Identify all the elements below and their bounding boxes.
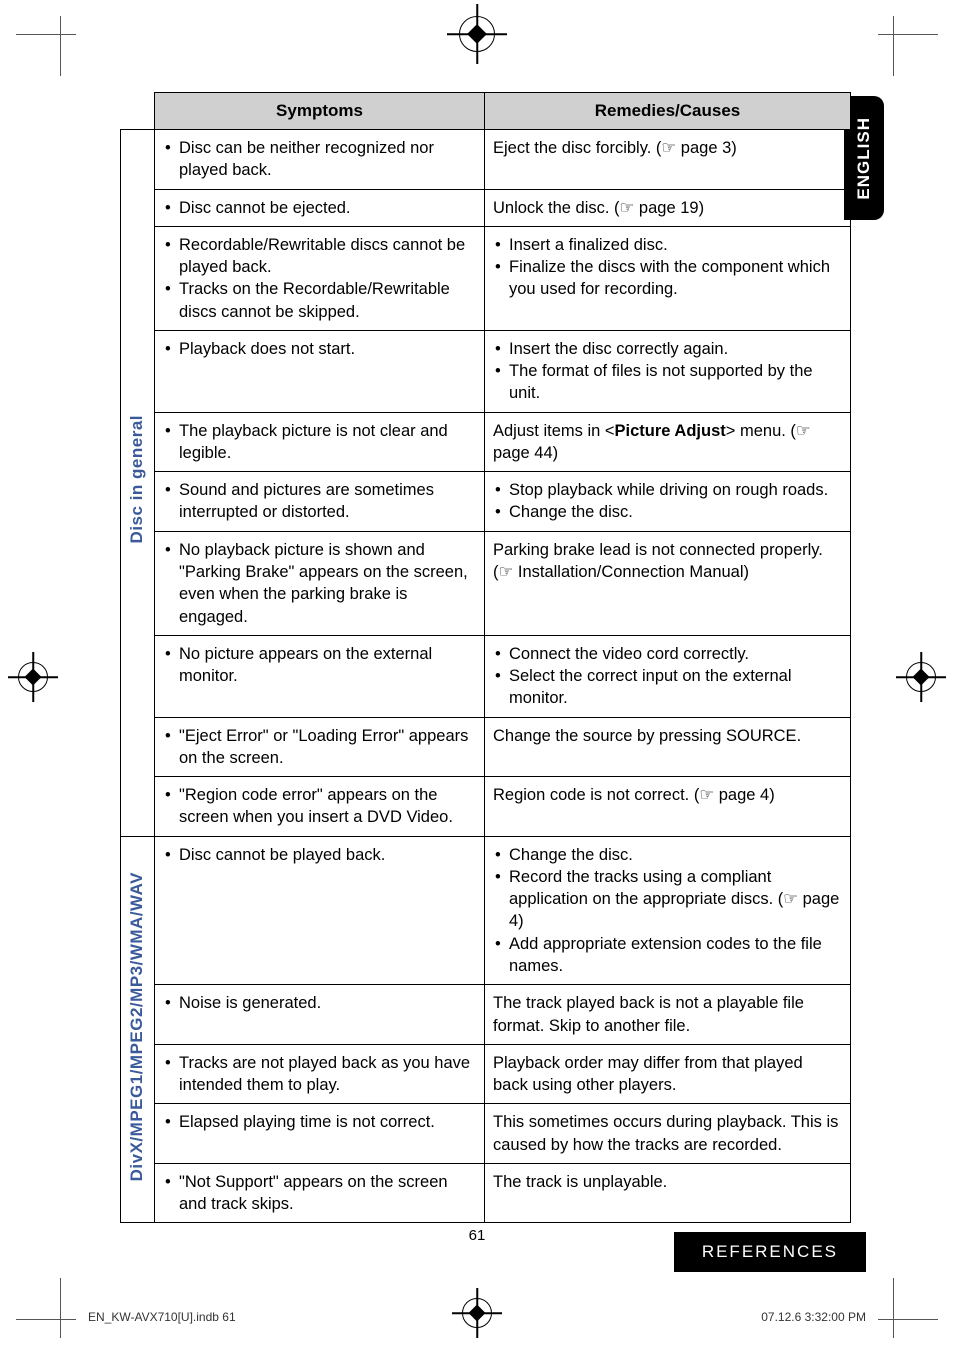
remedy-cell: Playback order may differ from that play… — [485, 1044, 851, 1104]
remedy-cell: Adjust items in <Picture Adjust> menu. (… — [485, 412, 851, 472]
table-row: No picture appears on the external monit… — [121, 635, 851, 717]
symptom-item: "Not Support" appears on the screen and … — [179, 1171, 474, 1216]
registration-mark-icon — [459, 16, 495, 52]
footer: EN_KW-AVX710[U].indb 61 07.12.6 3:32:00 … — [88, 1310, 866, 1324]
table-row: Sound and pictures are sometimes interru… — [121, 472, 851, 532]
remedy-item: Connect the video cord correctly. — [509, 643, 840, 665]
header-blank — [121, 93, 155, 130]
symptom-cell: No picture appears on the external monit… — [155, 635, 485, 717]
symptom-item: Tracks on the Recordable/Rewritable disc… — [179, 278, 474, 323]
remedy-item: Finalize the discs with the component wh… — [509, 256, 840, 301]
symptom-cell: "Not Support" appears on the screen and … — [155, 1163, 485, 1223]
remedy-cell: Eject the disc forcibly. (☞ page 3) — [485, 130, 851, 190]
symptom-cell: Recordable/Rewritable discs cannot be pl… — [155, 226, 485, 330]
table-row: "Not Support" appears on the screen and … — [121, 1163, 851, 1223]
language-tab-label: ENGLISH — [854, 117, 874, 200]
symptom-item: Disc cannot be ejected. — [179, 197, 474, 219]
page-number: 61 — [469, 1227, 486, 1244]
crop-mark — [878, 1319, 938, 1320]
content-area: Symptoms Remedies/Causes Disc in general… — [120, 92, 850, 1223]
category-label: Disc in general — [126, 415, 149, 543]
symptom-item: Disc cannot be played back. — [179, 844, 474, 866]
remedy-item: Select the correct input on the external… — [509, 665, 840, 710]
symptom-item: Recordable/Rewritable discs cannot be pl… — [179, 234, 474, 279]
remedy-item: Stop playback while driving on rough roa… — [509, 479, 840, 501]
symptom-cell: "Region code error" appears on the scree… — [155, 777, 485, 837]
remedy-cell: Connect the video cord correctly.Select … — [485, 635, 851, 717]
table-row: The playback picture is not clear and le… — [121, 412, 851, 472]
remedy-item: Change the disc. — [509, 501, 840, 523]
remedy-item: Insert the disc correctly again. — [509, 338, 840, 360]
symptom-cell: Disc can be neither recognized nor playe… — [155, 130, 485, 190]
symptom-item: Playback does not start. — [179, 338, 474, 360]
troubleshooting-table: Symptoms Remedies/Causes Disc in general… — [120, 92, 851, 1223]
symptom-cell: Playback does not start. — [155, 330, 485, 412]
symptom-item: "Region code error" appears on the scree… — [179, 784, 474, 829]
symptom-item: Tracks are not played back as you have i… — [179, 1052, 474, 1097]
symptom-item: "Eject Error" or "Loading Error" appears… — [179, 725, 474, 770]
symptom-item: Sound and pictures are sometimes interru… — [179, 479, 474, 524]
header-remedies: Remedies/Causes — [485, 93, 851, 130]
table-row: Disc cannot be ejected. Unlock the disc. … — [121, 189, 851, 226]
remedy-item: Change the disc. — [509, 844, 840, 866]
remedy-cell: Stop playback while driving on rough roa… — [485, 472, 851, 532]
footer-right: 07.12.6 3:32:00 PM — [761, 1310, 866, 1324]
crop-mark — [60, 16, 61, 76]
remedy-item: The format of files is not supported by … — [509, 360, 840, 405]
table-row: Noise is generated. The track played back… — [121, 985, 851, 1045]
references-tab: REFERENCES — [674, 1232, 866, 1272]
remedy-cell: The track played back is not a playable … — [485, 985, 851, 1045]
table-row: Recordable/Rewritable discs cannot be pl… — [121, 226, 851, 330]
registration-mark-icon — [906, 662, 936, 692]
remedy-cell: Insert the disc correctly again.The form… — [485, 330, 851, 412]
footer-left: EN_KW-AVX710[U].indb 61 — [88, 1310, 236, 1324]
symptom-cell: Noise is generated. — [155, 985, 485, 1045]
table-row: DivX/MPEG1/MPEG2/MP3/WMA/WAVDisc cannot … — [121, 836, 851, 985]
remedy-item: Add appropriate extension codes to the f… — [509, 933, 840, 978]
remedy-item: Record the tracks using a compliant appl… — [509, 866, 840, 933]
remedy-cell: The track is unplayable. — [485, 1163, 851, 1223]
symptom-cell: The playback picture is not clear and le… — [155, 412, 485, 472]
category-label: DivX/MPEG1/MPEG2/MP3/WMA/WAV — [126, 872, 149, 1181]
table-row: Tracks are not played back as you have i… — [121, 1044, 851, 1104]
symptom-item: No picture appears on the external monit… — [179, 643, 474, 688]
category-cell: DivX/MPEG1/MPEG2/MP3/WMA/WAV — [121, 836, 155, 1223]
symptom-item: The playback picture is not clear and le… — [179, 420, 474, 465]
registration-mark-icon — [18, 662, 48, 692]
header-symptoms: Symptoms — [155, 93, 485, 130]
table-row: No playback picture is shown and "Parkin… — [121, 531, 851, 635]
crop-mark — [60, 1278, 61, 1338]
symptom-item: No playback picture is shown and "Parkin… — [179, 539, 474, 628]
symptom-item: Disc can be neither recognized nor playe… — [179, 137, 474, 182]
table-row: Playback does not start. Insert the disc … — [121, 330, 851, 412]
remedy-cell: Unlock the disc. (☞ page 19) — [485, 189, 851, 226]
table-row: Elapsed playing time is not correct. This… — [121, 1104, 851, 1164]
crop-mark — [16, 1319, 76, 1320]
table-row: "Region code error" appears on the scree… — [121, 777, 851, 837]
symptom-item: Elapsed playing time is not correct. — [179, 1111, 474, 1133]
symptom-cell: Tracks are not played back as you have i… — [155, 1044, 485, 1104]
crop-mark — [893, 1278, 894, 1338]
symptom-cell: Sound and pictures are sometimes interru… — [155, 472, 485, 532]
symptom-cell: Disc cannot be ejected. — [155, 189, 485, 226]
remedy-item: Insert a finalized disc. — [509, 234, 840, 256]
remedy-cell: Insert a finalized disc.Finalize the dis… — [485, 226, 851, 330]
table-row: "Eject Error" or "Loading Error" appears… — [121, 717, 851, 777]
symptom-cell: Disc cannot be played back. — [155, 836, 485, 985]
remedy-cell: Change the source by pressing SOURCE. — [485, 717, 851, 777]
crop-mark — [878, 34, 938, 35]
crop-mark — [893, 16, 894, 76]
table-row: Disc in generalDisc can be neither recog… — [121, 130, 851, 190]
symptom-cell: "Eject Error" or "Loading Error" appears… — [155, 717, 485, 777]
symptom-item: Noise is generated. — [179, 992, 474, 1014]
symptom-cell: Elapsed playing time is not correct. — [155, 1104, 485, 1164]
symptom-cell: No playback picture is shown and "Parkin… — [155, 531, 485, 635]
remedy-cell: Change the disc.Record the tracks using … — [485, 836, 851, 985]
remedy-cell: Parking brake lead is not connected prop… — [485, 531, 851, 635]
remedy-cell: Region code is not correct. (☞ page 4) — [485, 777, 851, 837]
remedy-cell: This sometimes occurs during playback. T… — [485, 1104, 851, 1164]
crop-mark — [16, 34, 76, 35]
page: ENGLISH Symptoms Remedies/Causes Disc in… — [0, 0, 954, 1354]
category-cell: Disc in general — [121, 130, 155, 837]
